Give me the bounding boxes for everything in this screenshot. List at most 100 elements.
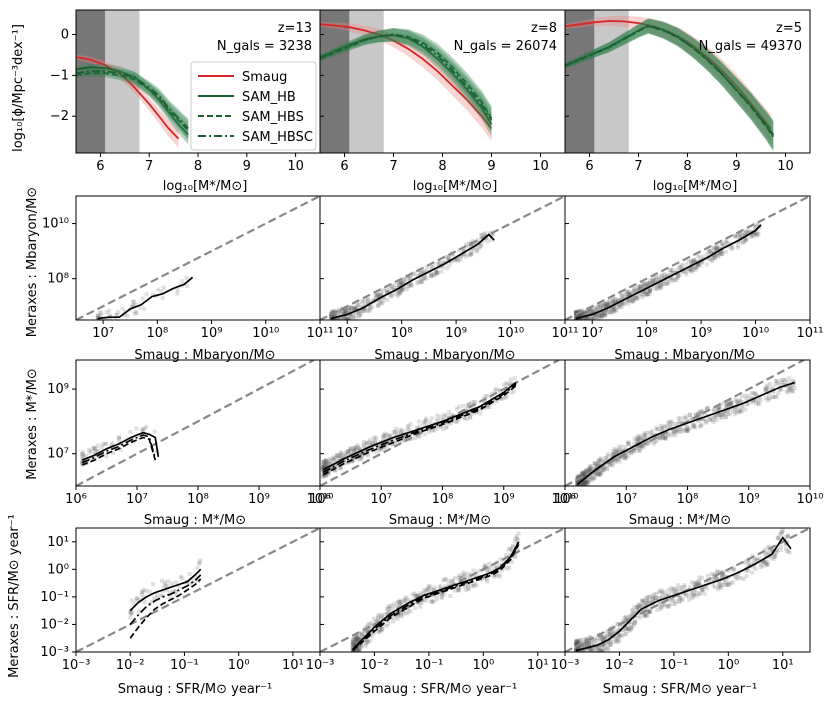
scatter-cell — [624, 450, 629, 455]
scatter-cell — [730, 580, 735, 585]
scatter-cell — [704, 252, 709, 257]
scatter-cell — [356, 311, 361, 316]
scatter-cell — [586, 641, 591, 646]
median-line-SAM_HB — [129, 568, 202, 612]
scatter-cell — [578, 477, 583, 482]
scatter-cell — [766, 560, 771, 565]
scatter-cell — [198, 558, 203, 563]
scatter-cell — [578, 653, 582, 657]
scatter-cell — [606, 309, 611, 314]
scatter-cell — [582, 481, 587, 486]
scatter-cell — [613, 636, 618, 641]
scatter-cell — [455, 257, 460, 262]
scatter-cell — [586, 469, 591, 474]
scatter-cell — [435, 271, 440, 276]
scatter-cell — [731, 566, 736, 571]
scatter-cell — [750, 231, 755, 236]
scatter-cell — [393, 430, 398, 435]
scatter-cell — [589, 317, 594, 320]
scatter-cell — [656, 283, 661, 288]
scatter-cell — [339, 452, 344, 457]
scatter-cell — [467, 241, 472, 246]
scatter-cell — [774, 550, 779, 555]
scatter-cell — [731, 245, 736, 250]
scatter-cell — [469, 581, 474, 586]
scatter-cell — [359, 456, 364, 461]
scatter-cell — [644, 293, 649, 298]
scatter-cell — [634, 446, 639, 451]
scatter-cell — [721, 583, 726, 588]
scatter-cell — [628, 619, 633, 624]
scatter-cell — [620, 448, 625, 453]
scatter-cell — [726, 401, 731, 406]
scatter-cell — [737, 399, 742, 404]
scatter-cell — [583, 315, 588, 320]
scatter-cell — [424, 587, 429, 592]
scatter-cell — [351, 655, 355, 659]
scatter-cell — [635, 605, 640, 610]
scatter-cell — [504, 381, 509, 386]
scatter-cell — [786, 548, 791, 553]
scatter-cell — [368, 442, 373, 447]
scatter-cell — [364, 441, 369, 446]
scatter-cell — [597, 315, 602, 320]
scatter-cell — [589, 643, 594, 648]
scatter-cell — [598, 469, 603, 474]
scatter-cell — [326, 462, 331, 467]
scatter-cell — [644, 607, 649, 612]
scatter-cell — [383, 612, 388, 617]
scatter-cell — [699, 411, 704, 416]
scatter-cell — [736, 408, 741, 413]
scatter-cell — [385, 436, 390, 441]
scatter-cell — [573, 641, 578, 646]
scatter-cell — [487, 561, 492, 566]
scatter-cell — [389, 285, 394, 290]
scatter-cell — [442, 577, 447, 582]
scatter-cell — [373, 440, 378, 445]
scatter-cell — [597, 472, 602, 477]
scatter-cell — [95, 314, 100, 319]
scatter-cell — [627, 291, 632, 296]
scatter-cell — [578, 320, 582, 324]
scatter-cell — [99, 311, 104, 316]
scatter-cell — [584, 643, 589, 648]
scatter-cell — [352, 306, 357, 311]
scatter-cell — [332, 314, 337, 319]
scatter-cell — [589, 310, 594, 315]
scatter-cell — [516, 531, 521, 536]
scatter-cell — [347, 310, 352, 315]
scatter-cell — [773, 382, 778, 387]
scatter-cell — [391, 441, 396, 446]
scatter-cell — [399, 602, 404, 607]
scatter-cell — [709, 577, 714, 582]
x-tick-label: 10⁹ — [445, 326, 467, 341]
scatter-cell — [586, 646, 591, 651]
scatter-cell — [325, 461, 330, 466]
scatter-cell — [354, 647, 359, 652]
scatter-cell — [350, 305, 355, 310]
scatter-cell — [743, 407, 748, 412]
scatter-cell — [603, 308, 608, 313]
scatter-cell — [593, 461, 598, 466]
scatter-cell — [509, 559, 514, 564]
scatter-cell — [753, 555, 758, 560]
scatter-cell — [738, 408, 743, 413]
scatter-cell — [421, 269, 426, 274]
scatter-cell — [700, 588, 705, 593]
scatter-cell — [645, 442, 650, 447]
scatter-cell — [631, 449, 636, 454]
scatter-cell — [602, 647, 607, 652]
scatter-cell — [606, 647, 611, 652]
scatter-cell — [579, 643, 584, 648]
scatter-cell — [487, 405, 492, 410]
scatter-cell — [620, 627, 625, 632]
scatter-cell — [447, 409, 452, 414]
scatter-cell — [395, 613, 400, 618]
scatter-cell — [610, 299, 615, 304]
scatter-cell — [397, 279, 402, 284]
scatter-cell — [341, 319, 346, 320]
y-tick-label: 10⁰ — [47, 562, 69, 577]
scatter-cell — [422, 421, 427, 426]
scatter-cell — [351, 653, 355, 657]
scatter-cell — [396, 292, 401, 297]
